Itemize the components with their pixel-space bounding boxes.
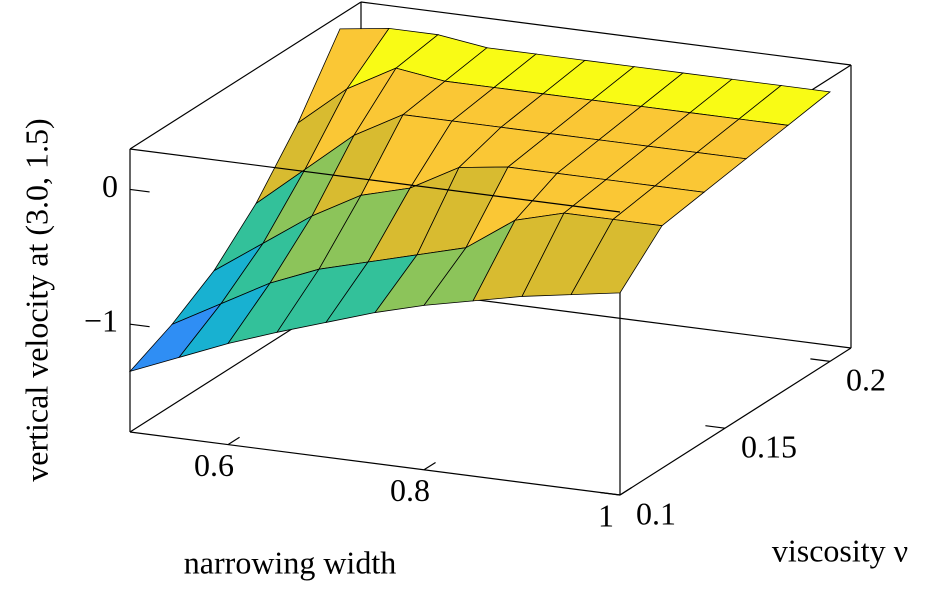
y-tick-label: 0.1 (636, 495, 676, 531)
x-tick-label: 0.8 (390, 472, 430, 508)
y-tick (810, 358, 831, 362)
x-tick-label: 0.6 (194, 447, 234, 483)
z-tick (129, 323, 150, 328)
y-tick-label: 0.15 (741, 429, 797, 465)
box-edge (129, 431, 621, 496)
x-axis-label: narrowing width (184, 544, 396, 580)
y-axis-label: viscosity ν (772, 532, 908, 568)
z-axis-label: vertical velocity at (3.0, 1.5) (18, 118, 54, 481)
x-tick (423, 461, 436, 471)
box-edge (360, 1, 852, 66)
z-tick (129, 188, 150, 193)
y-tick (705, 425, 726, 429)
x-tick (619, 487, 632, 496)
y-tick-label: 0.2 (846, 362, 886, 398)
box-edge (619, 347, 852, 496)
box-edge (129, 148, 621, 213)
box-edge (129, 1, 362, 150)
z-tick-label: −1 (84, 303, 118, 339)
surface-patch (570, 218, 663, 296)
x-tick (227, 436, 240, 446)
x-tick-label: 1 (598, 497, 614, 533)
z-tick-label: 0 (102, 168, 118, 204)
